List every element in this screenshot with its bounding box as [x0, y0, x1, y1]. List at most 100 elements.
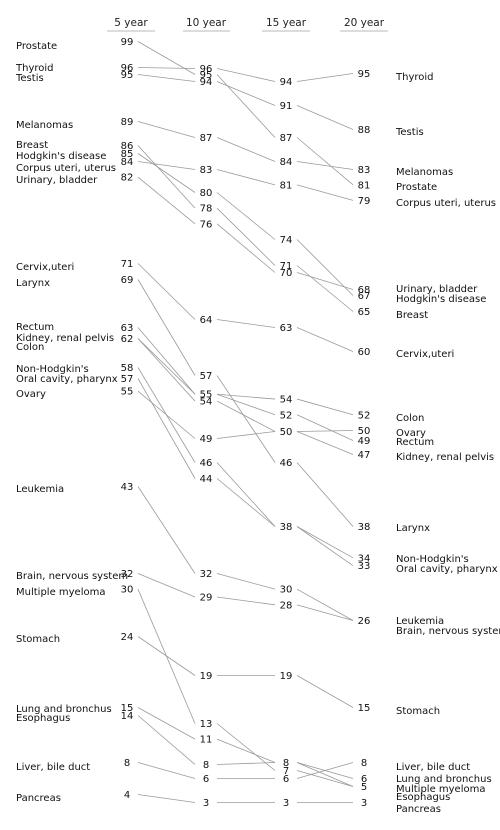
slope-line — [216, 169, 276, 186]
slope-line — [216, 596, 276, 606]
right-label: Multiple myeloma — [396, 784, 485, 795]
value-label: 3 — [361, 798, 367, 809]
value-label: 32 — [200, 569, 213, 580]
slope-line — [296, 431, 354, 455]
value-label: 19 — [200, 671, 213, 682]
right-label: Kidney, renal pelvis — [396, 452, 494, 463]
right-label: Testis — [395, 127, 424, 138]
value-label: 99 — [121, 37, 134, 48]
left-label: Testis — [15, 73, 44, 84]
value-label: 8 — [124, 758, 130, 769]
value-label: 94 — [200, 77, 213, 88]
slope-line — [137, 762, 196, 779]
right-label: Oral cavity, pharynx — [396, 564, 498, 575]
slope-line — [216, 74, 276, 138]
value-label: 47 — [358, 450, 371, 461]
value-label: 28 — [280, 600, 293, 611]
value-label: 64 — [200, 315, 213, 326]
value-label: 54 — [200, 397, 213, 408]
slope-line — [296, 762, 354, 787]
value-label: 76 — [200, 219, 213, 230]
value-label: 14 — [121, 711, 134, 722]
value-label: 38 — [280, 522, 293, 533]
slope-line — [137, 327, 196, 395]
right-label: Breast — [396, 310, 428, 321]
slope-line — [296, 675, 354, 708]
value-label: 63 — [121, 323, 134, 334]
value-label: 7 — [283, 766, 289, 777]
value-label: 38 — [358, 522, 371, 533]
value-label: 19 — [280, 671, 293, 682]
slope-line — [137, 74, 196, 82]
value-label: 55 — [200, 390, 213, 401]
value-label: 68 — [358, 285, 371, 296]
slope-line — [296, 265, 354, 312]
value-label: 49 — [200, 434, 213, 445]
value-label: 87 — [280, 133, 293, 144]
value-label: 30 — [121, 585, 134, 596]
slope-line — [296, 105, 354, 130]
slope-line — [216, 207, 276, 266]
value-label: 8 — [361, 758, 367, 769]
value-label: 79 — [358, 196, 371, 207]
right-label: Lung and bronchus — [396, 774, 492, 785]
value-label: 29 — [200, 593, 213, 604]
left-label: Multiple myeloma — [16, 587, 105, 598]
left-label: Cervix,uteri — [16, 262, 74, 273]
slope-line — [296, 137, 354, 186]
column-header-5yr: 5 year — [114, 17, 148, 29]
value-label: 15 — [121, 703, 134, 714]
slope-line — [137, 338, 196, 395]
slope-line — [216, 393, 276, 416]
value-label: 33 — [358, 561, 371, 572]
slope-line — [137, 794, 196, 803]
slope-line — [137, 378, 196, 479]
value-label: 91 — [280, 101, 293, 112]
value-label: 43 — [121, 482, 134, 493]
value-label: 96 — [200, 64, 213, 75]
value-label: 44 — [200, 474, 213, 485]
slope-line — [296, 414, 354, 441]
slope-line — [296, 161, 354, 170]
value-label: 46 — [200, 458, 213, 469]
right-label: Brain, nervous system — [396, 626, 500, 637]
column-header-20yr: 20 year — [344, 17, 385, 29]
left-label: Larynx — [16, 278, 50, 289]
value-label: 15 — [358, 703, 371, 714]
slope-line — [216, 431, 276, 439]
right-label: Leukemia — [396, 616, 444, 627]
slope-line — [296, 588, 354, 621]
value-label: 34 — [358, 553, 371, 564]
slope-lines — [137, 41, 354, 803]
value-label: 3 — [283, 798, 289, 809]
left-label: Kidney, renal pelvis — [16, 333, 114, 344]
value-label: 62 — [121, 334, 134, 345]
slope-line — [137, 176, 196, 225]
column-header-15yr: 15 year — [266, 17, 307, 29]
slope-line — [137, 161, 196, 170]
value-label: 87 — [200, 133, 213, 144]
left-label: Oral cavity, pharynx — [16, 374, 118, 385]
slope-line — [137, 279, 196, 376]
value-label: 88 — [358, 125, 371, 136]
right-label: Pancreas — [396, 804, 441, 815]
slope-line — [296, 762, 354, 779]
value-label: 26 — [358, 616, 371, 627]
slope-line — [137, 486, 196, 574]
slope-line — [137, 707, 196, 740]
slope-line — [216, 738, 276, 763]
value-label: 71 — [121, 259, 134, 270]
slope-line — [137, 263, 196, 320]
value-label: 89 — [121, 117, 134, 128]
slope-line — [137, 121, 196, 138]
value-label: 95 — [121, 70, 134, 81]
slope-line — [137, 67, 196, 69]
value-label: 6 — [361, 774, 367, 785]
slope-line — [137, 390, 196, 439]
slope-line — [216, 375, 276, 463]
slope-line — [137, 145, 196, 209]
value-label: 50 — [358, 426, 371, 437]
value-label: 81 — [358, 180, 371, 191]
left-label: Thyroid — [15, 63, 54, 74]
right-label: Urinary, bladder — [396, 284, 478, 295]
